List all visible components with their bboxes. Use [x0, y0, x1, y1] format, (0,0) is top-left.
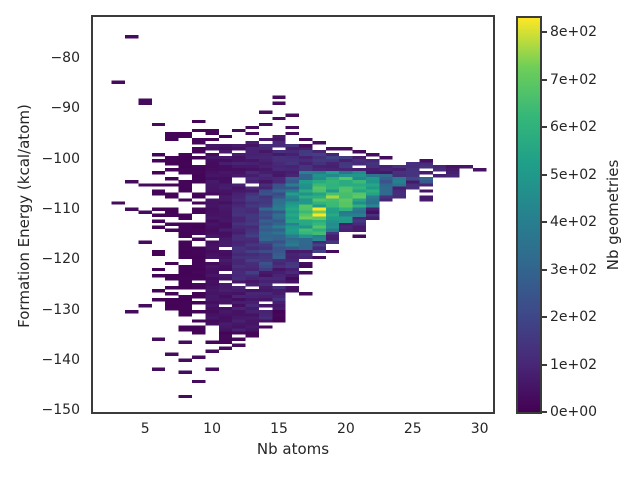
x-tick-label: 30 [470, 421, 489, 437]
x-tick-label: 10 [203, 421, 222, 437]
colorbar-gradient [518, 18, 540, 412]
y-tick-label: −120 [41, 251, 80, 268]
x-tick-label: 20 [336, 421, 355, 437]
colorbar-tick-mark [542, 316, 547, 319]
y-tick-label: −100 [41, 150, 80, 167]
colorbar-tick-label: 3e+02 [550, 261, 598, 278]
y-tick-label: −130 [41, 301, 80, 318]
x-axis-label: Nb atoms [256, 440, 330, 458]
colorbar-tick-label: 6e+02 [550, 119, 598, 136]
colorbar-tick-label: 0e+00 [550, 404, 598, 420]
colorbar-tick-mark [542, 268, 547, 271]
colorbar-tick-label: 2e+02 [550, 309, 598, 326]
plot-area [93, 17, 493, 412]
colorbar-tick-mark [542, 31, 547, 34]
colorbar-tick-label: 7e+02 [550, 71, 598, 88]
y-axis-label: Formation Energy (kcal/atom) [15, 104, 33, 328]
colorbar-label: Nb geometries [604, 159, 622, 271]
y-tick-label: −90 [50, 100, 80, 117]
colorbar-tick-mark [542, 78, 547, 81]
y-tick-label: −80 [50, 49, 80, 66]
colorbar-tick-label: 1e+02 [550, 356, 598, 373]
x-tick-label: 5 [140, 421, 150, 437]
colorbar-tick-mark [542, 363, 547, 366]
y-tick-label: −140 [41, 352, 80, 369]
x-tick-label: 25 [403, 421, 422, 437]
x-tick-label: 15 [270, 421, 288, 437]
y-tick-label: −110 [41, 200, 80, 217]
colorbar-tick-mark [542, 126, 547, 129]
y-tick-label: −150 [41, 402, 80, 419]
colorbar-tick-label: 4e+02 [550, 214, 598, 231]
colorbar-tick-label: 5e+02 [550, 166, 598, 183]
heatmap-canvas [111, 35, 487, 399]
colorbar-tick-mark [542, 221, 547, 224]
colorbar-tick-label: 8e+02 [550, 24, 598, 41]
colorbar-tick-mark [542, 411, 547, 413]
colorbar-tick-mark [542, 173, 547, 176]
